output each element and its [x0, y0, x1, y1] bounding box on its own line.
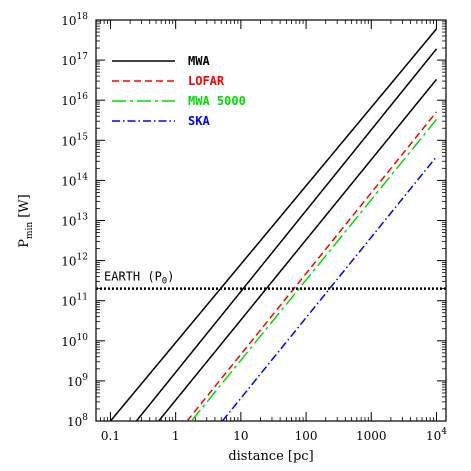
y-tick-label: 1011 [61, 293, 88, 309]
series-line-mwa [158, 78, 438, 421]
x-tick-label: 10 [233, 429, 248, 443]
y-tick-label: 108 [67, 413, 88, 429]
series-line-mwa [109, 28, 438, 421]
x-tick-label: 0.1 [101, 429, 120, 443]
series-line-lofar [186, 111, 438, 421]
x-tick-label: 104 [426, 427, 447, 443]
y-tick-label: 1015 [61, 132, 88, 148]
legend-label-mwa-5000: MWA 5000 [188, 94, 246, 108]
y-tick-label: 1012 [61, 253, 88, 269]
x-tick-label: 1 [172, 429, 180, 443]
series-line-ska [221, 156, 438, 421]
y-axis-label-unit: [W] [17, 194, 32, 218]
y-tick-label: 109 [67, 373, 88, 389]
y-axis-label-sub: min [25, 222, 35, 239]
y-tick-label: 1010 [61, 333, 88, 349]
y-tick-label: 1016 [61, 92, 88, 108]
x-tick-label: 100 [295, 429, 318, 443]
y-tick-label: 1017 [61, 52, 88, 68]
series-line-mwa-5000 [190, 119, 438, 421]
series-line-mwa [135, 48, 438, 421]
legend-label-mwa: MWA [188, 54, 210, 68]
y-tick-label: 1018 [61, 12, 88, 28]
x-tick-label: 1000 [356, 429, 387, 443]
y-tick-label: 1014 [61, 172, 88, 188]
legend-label-ska: SKA [188, 114, 210, 128]
y-axis-label-main: P [17, 239, 32, 248]
x-axis-label: distance [pc] [228, 449, 313, 464]
earth-annotation: EARTH (P0) [104, 270, 174, 287]
y-tick-label: 1013 [61, 213, 88, 229]
legend-label-lofar: LOFAR [188, 74, 225, 88]
y-axis-label: Pmin [W] [17, 194, 35, 247]
